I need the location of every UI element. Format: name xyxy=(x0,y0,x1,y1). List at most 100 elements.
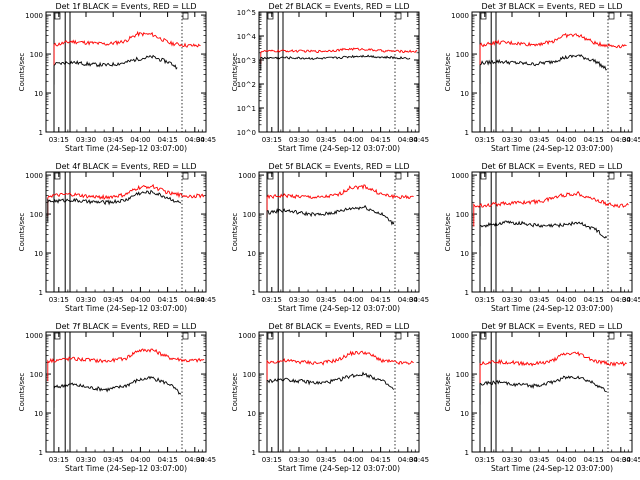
plot-frame xyxy=(45,171,207,293)
time-marker-flag xyxy=(480,12,487,20)
plot-frame xyxy=(258,11,420,133)
x-tick-label: 03:45 xyxy=(529,456,549,464)
x-tick-label: 03:30 xyxy=(76,456,96,464)
x-tick-label: 04:30 xyxy=(611,456,631,464)
x-tick-label: 03:45 xyxy=(103,456,123,464)
series-lld-line xyxy=(47,348,205,382)
x-tick-label: 04:45 xyxy=(409,296,429,304)
x-tick-label: 04:15 xyxy=(158,456,178,464)
y-tick-label: 1 xyxy=(465,449,469,457)
y-tick-label: 1000 xyxy=(451,332,469,340)
y-tick-label: 1000 xyxy=(238,172,256,180)
x-axis-label: Start Time (24-Sep-12 03:07:00) xyxy=(278,144,400,153)
y-axis-label: Counts/sec xyxy=(444,213,452,252)
y-tick-label: 10 xyxy=(460,410,469,418)
y-tick-label: 1 xyxy=(39,449,43,457)
x-tick-label: 03:15 xyxy=(475,296,495,304)
y-tick-label: 1000 xyxy=(25,12,43,20)
time-marker-flag xyxy=(267,12,274,20)
x-axis-label: Start Time (24-Sep-12 03:07:00) xyxy=(65,144,187,153)
y-tick-label: 10^3 xyxy=(237,57,256,65)
series-events-line xyxy=(53,375,182,408)
y-tick-label: 1 xyxy=(39,129,43,137)
x-tick-label: 04:45 xyxy=(196,456,216,464)
x-tick-label: 03:15 xyxy=(49,136,69,144)
chart-title: Det 2f BLACK = Events, RED = LLD xyxy=(268,2,409,11)
chart-panel: Det 5f BLACK = Events, RED = LLD 1 10 100 10… xyxy=(231,162,429,313)
y-tick-label: 1 xyxy=(252,289,256,297)
y-tick-label: 10^1 xyxy=(237,105,256,113)
y-axis-label: Counts/sec xyxy=(18,373,26,412)
x-tick-label: 04:15 xyxy=(584,296,604,304)
y-tick-label: 100 xyxy=(30,51,43,59)
chart-title: Det 1f BLACK = Events, RED = LLD xyxy=(55,2,196,11)
x-tick-label: 04:30 xyxy=(185,296,205,304)
x-tick-label: 03:15 xyxy=(49,296,69,304)
plot-frame xyxy=(471,11,633,133)
chart-panel: Det 7f BLACK = Events, RED = LLD 1 10 100 10… xyxy=(18,322,216,473)
x-tick-label: 03:15 xyxy=(49,456,69,464)
plot-frame xyxy=(45,331,207,453)
x-axis-label: Start Time (24-Sep-12 03:07:00) xyxy=(491,464,613,473)
y-tick-label: 10^0 xyxy=(237,129,256,137)
y-tick-label: 100 xyxy=(243,371,256,379)
x-axis-label: Start Time (24-Sep-12 03:07:00) xyxy=(491,304,613,313)
y-tick-label: 100 xyxy=(456,51,469,59)
chart-panel: Det 1f BLACK = Events, RED = LLD 1 10 100 10… xyxy=(18,2,216,153)
x-tick-label: 04:30 xyxy=(611,296,631,304)
x-tick-label: 04:00 xyxy=(556,136,576,144)
x-tick-label: 03:30 xyxy=(289,296,309,304)
x-tick-label: 04:00 xyxy=(130,296,150,304)
plot-frame xyxy=(471,331,633,453)
x-tick-label: 04:15 xyxy=(158,136,178,144)
y-tick-label: 1000 xyxy=(25,172,43,180)
x-tick-label: 03:30 xyxy=(502,296,522,304)
x-tick-label: 04:15 xyxy=(158,296,178,304)
plot-frame xyxy=(258,331,420,453)
x-tick-label: 03:45 xyxy=(529,296,549,304)
y-tick-label: 1000 xyxy=(25,332,43,340)
series-lld-line xyxy=(260,47,418,64)
chart-title: Det 4f BLACK = Events, RED = LLD xyxy=(55,162,196,171)
y-tick-label: 10^2 xyxy=(237,81,256,89)
chart-title: Det 7f BLACK = Events, RED = LLD xyxy=(55,322,196,331)
series-events-line xyxy=(266,204,395,233)
x-tick-label: 03:45 xyxy=(529,136,549,144)
x-tick-label: 03:15 xyxy=(262,456,282,464)
series-lld-line xyxy=(473,190,629,227)
series-events-line xyxy=(479,54,607,84)
x-tick-label: 03:15 xyxy=(262,296,282,304)
x-tick-label: 04:45 xyxy=(622,296,640,304)
x-tick-label: 03:15 xyxy=(475,456,495,464)
x-tick-label: 03:30 xyxy=(289,136,309,144)
series-lld-line xyxy=(266,184,414,218)
x-tick-label: 03:45 xyxy=(316,136,336,144)
x-tick-label: 04:00 xyxy=(343,136,363,144)
x-tick-label: 04:45 xyxy=(196,296,216,304)
chart-title: Det 8f BLACK = Events, RED = LLD xyxy=(268,322,409,331)
x-tick-label: 04:45 xyxy=(409,456,429,464)
time-marker-flag xyxy=(395,332,402,340)
time-marker-flag xyxy=(267,172,274,180)
plot-frame xyxy=(45,11,207,133)
y-axis-label: Counts/sec xyxy=(18,53,26,92)
x-tick-label: 03:30 xyxy=(289,456,309,464)
chart-panel: Det 9f BLACK = Events, RED = LLD 1 10 100 10… xyxy=(444,322,640,473)
plot-frame xyxy=(471,171,633,293)
x-tick-label: 03:15 xyxy=(475,136,495,144)
y-tick-label: 1 xyxy=(39,289,43,297)
time-marker-flag xyxy=(182,332,189,340)
series-events-line xyxy=(479,220,608,247)
x-tick-label: 04:15 xyxy=(371,296,391,304)
series-events-line xyxy=(479,375,607,405)
y-axis-label: Counts/sec xyxy=(18,213,26,252)
chart-panel: Det 6f BLACK = Events, RED = LLD 1 10 100 10… xyxy=(444,162,640,313)
chart-panel: Det 4f BLACK = Events, RED = LLD 1 10 100 10… xyxy=(18,162,216,313)
x-tick-label: 04:45 xyxy=(622,456,640,464)
y-tick-label: 10 xyxy=(460,250,469,258)
time-marker-flag xyxy=(182,172,189,180)
chart-panel: Det 8f BLACK = Events, RED = LLD 1 10 100 10… xyxy=(231,322,429,473)
y-axis-label: Counts/sec xyxy=(444,373,452,412)
chart-title: Det 6f BLACK = Events, RED = LLD xyxy=(481,162,622,171)
time-marker-flag xyxy=(395,172,402,180)
